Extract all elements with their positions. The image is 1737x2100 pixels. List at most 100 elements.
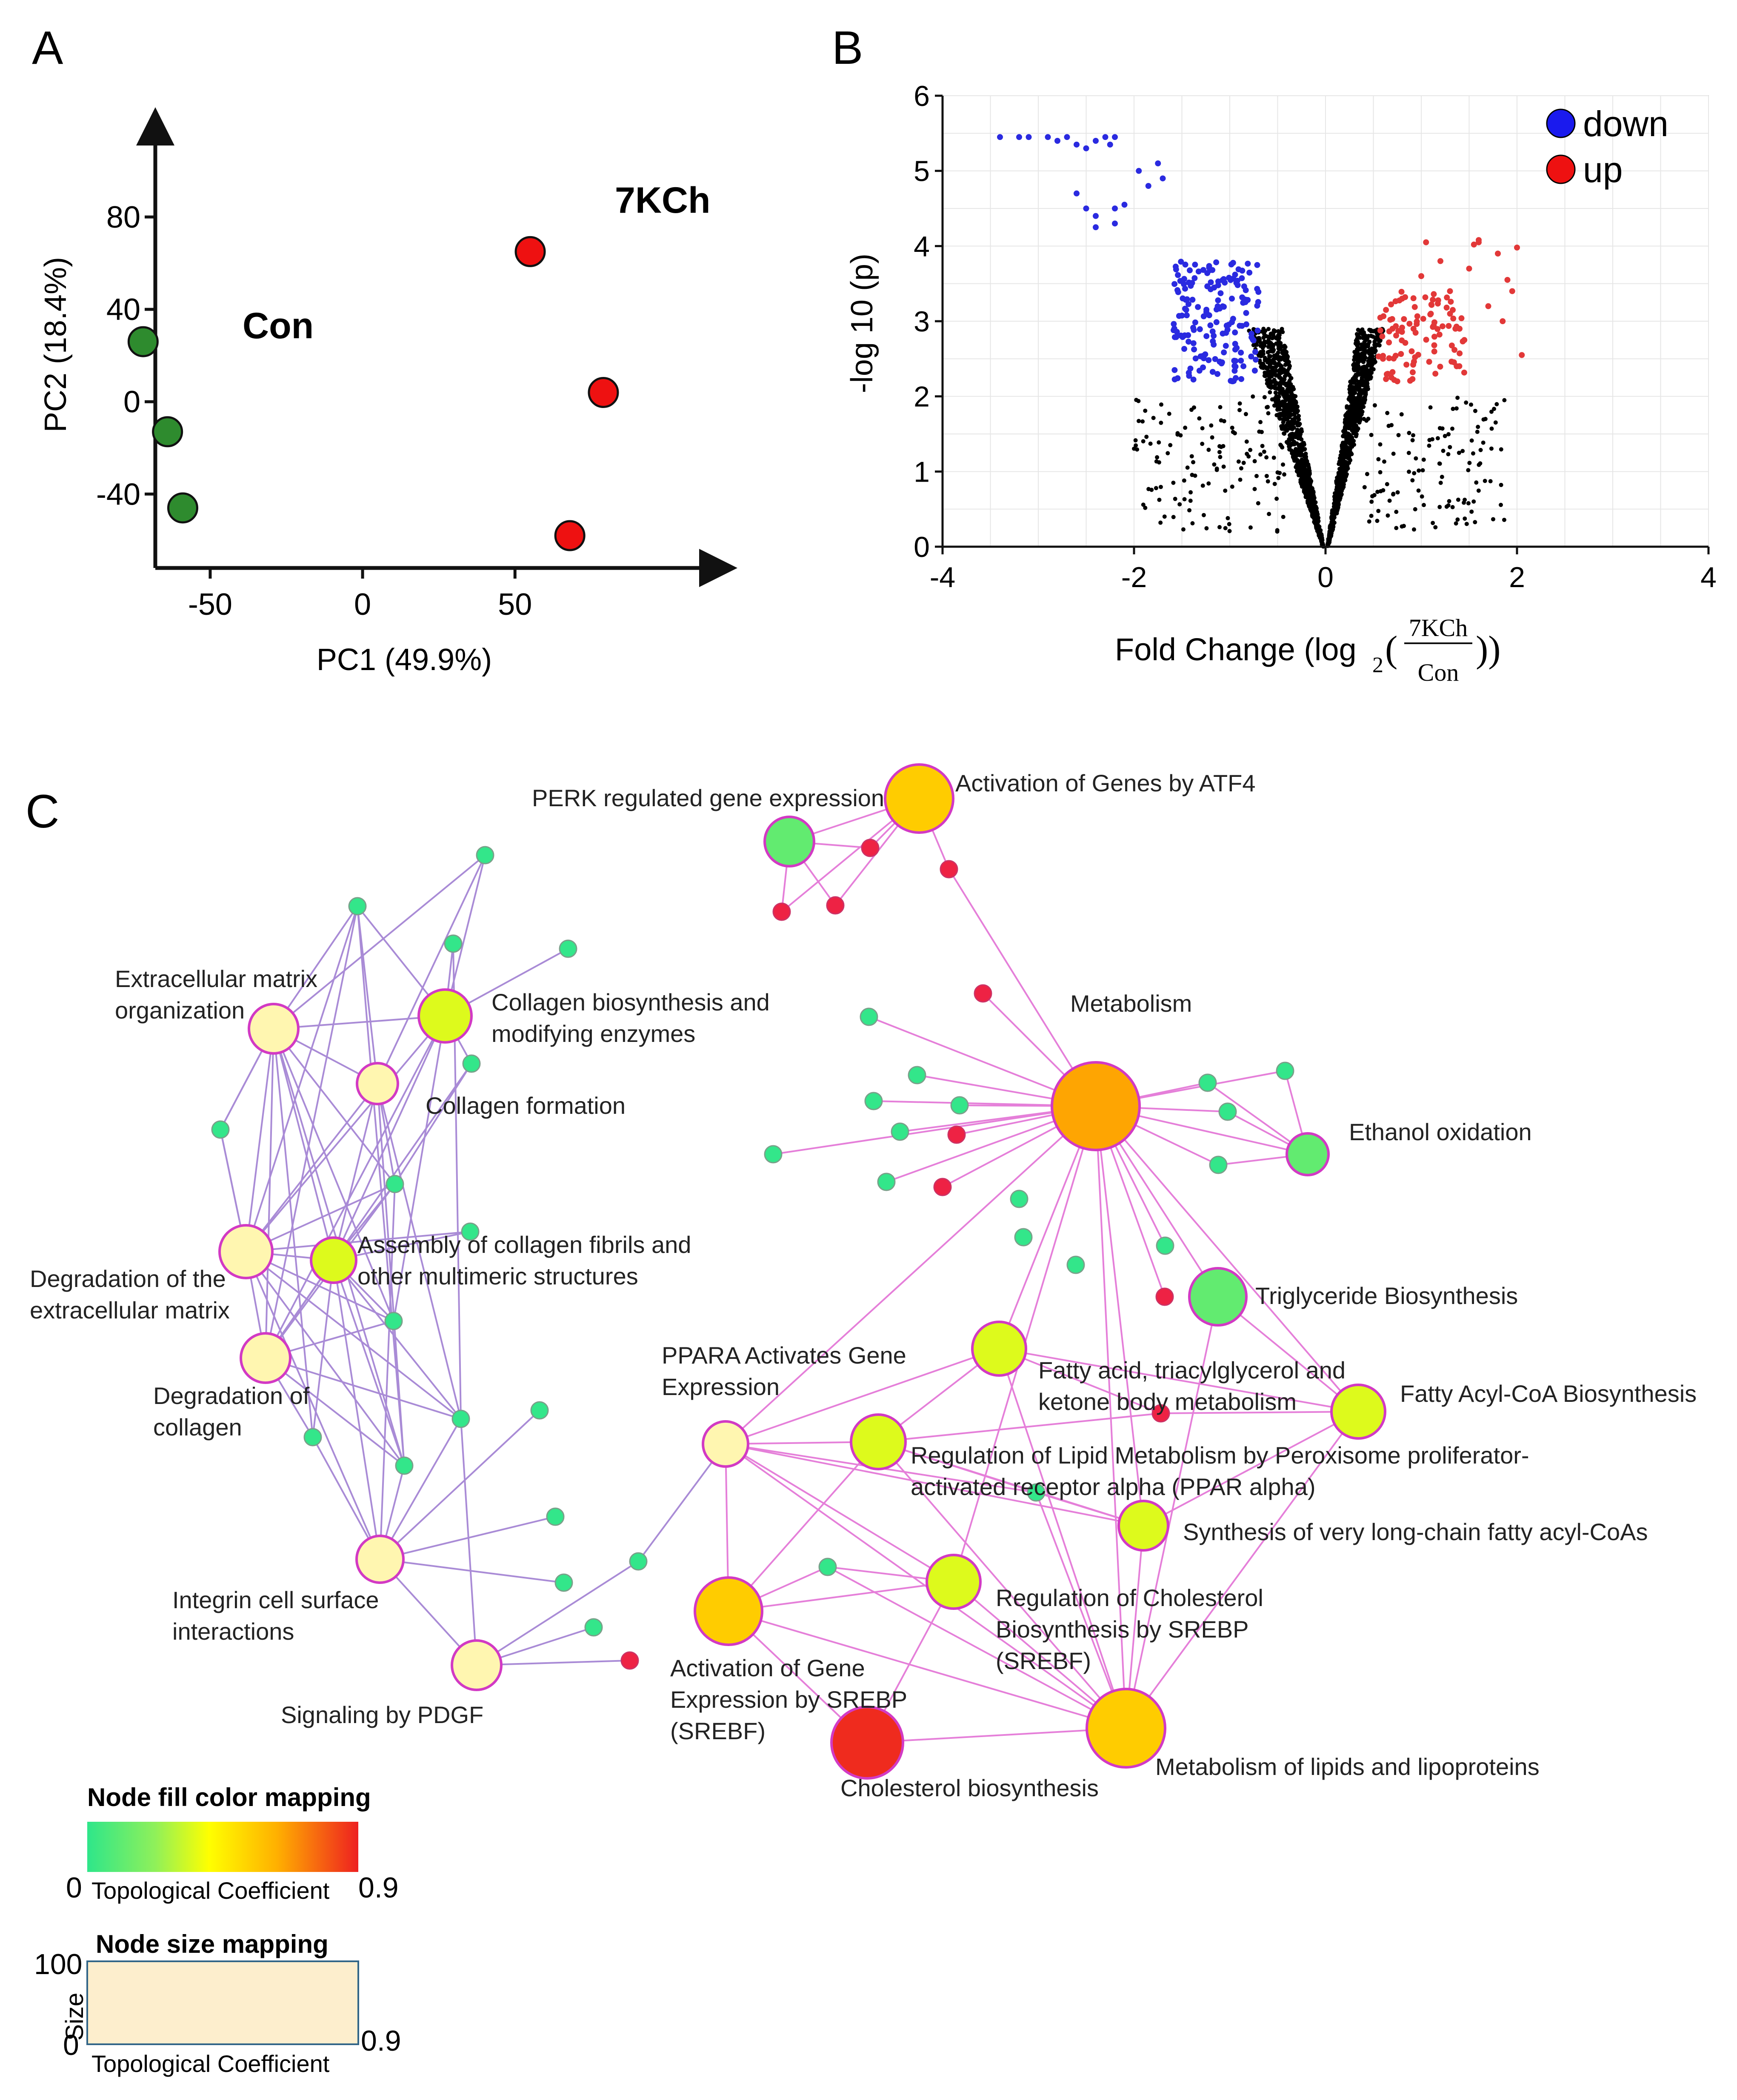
network-edge [998,1348,1127,1729]
volcano-point-ns [1343,448,1348,452]
volcano-point-ns [1277,471,1282,475]
volcano-point-ns [1276,476,1281,480]
network-node-metabolism [1051,1061,1141,1151]
volcano-point-up [1386,328,1392,334]
volcano-point-down [1016,134,1022,140]
volcano-point-ns [1293,435,1298,439]
volcano-point-ns [1350,389,1354,394]
network-edge [265,1357,461,1420]
volcano-point-ns [1372,340,1377,344]
network-edge [265,906,358,1358]
volcano-point-up [1380,353,1386,359]
volcano-point-down [1242,299,1248,305]
network-node-small-red [1151,1404,1170,1423]
network-node-coll-bio [417,988,473,1044]
label-met-lipids: Metabolism of lipids and lipoproteins [1155,1753,1540,1780]
volcano-y-tick-label: 4 [914,230,930,262]
volcano-point-ns [1273,390,1278,395]
volcano-point-up [1423,239,1429,245]
svg-text:(: ( [1385,629,1397,670]
volcano-y-tick-label: 0 [914,531,930,563]
volcano-point-up [1383,376,1389,382]
volcano-point-ns [1494,402,1499,407]
volcano-point-ns [1260,363,1265,368]
volcano-point-ns [1368,350,1373,355]
network-node-triglyceride [1188,1267,1248,1327]
fraction-numerator: 7KCh [1409,614,1468,642]
volcano-point-up [1420,316,1426,322]
volcano-point-ns [1241,460,1246,465]
volcano-point-ns [1391,492,1396,497]
network-node-act-srebp [694,1576,763,1646]
volcano-point-ns [1499,502,1503,507]
volcano-point-ns [1463,497,1467,502]
volcano-point-ns [1294,447,1298,451]
volcano-point-up [1410,295,1417,302]
volcano-point-ns [1355,411,1360,416]
volcano-point-ns [1134,443,1138,448]
pca-point-con [127,326,159,357]
volcano-point-ns [1299,452,1304,457]
volcano-point-up [1407,377,1413,384]
volcano-point-up [1428,301,1434,308]
volcano-point-up [1383,307,1389,313]
volcano-point-ns [1282,472,1286,477]
volcano-point-down [1196,368,1203,374]
volcano-point-down [1204,283,1211,290]
volcano-point-up [1377,327,1383,334]
network-edge [1095,1106,1127,1729]
volcano-point-ns [1343,420,1347,425]
volcano-point-ns [1410,478,1415,482]
volcano-point-ns [1167,411,1171,416]
network-node-small-green [546,1507,565,1526]
volcano-point-ns [1239,466,1243,471]
volcano-point-ns [1293,410,1298,415]
label-pdgf: Signaling by PDGF [281,1701,483,1728]
volcano-point-ns [1421,503,1426,508]
volcano-point-up [1388,301,1394,308]
volcano-point-ns [1183,425,1188,430]
volcano-point-ns [1411,433,1415,438]
volcano-point-ns [1300,446,1305,451]
volcano-point-up [1476,237,1482,243]
volcano-point-up [1461,369,1467,376]
volcano-point-ns [1295,461,1300,465]
volcano-point-ns [1313,520,1317,525]
volcano-point-ns [1281,354,1286,359]
volcano-point-up [1411,304,1418,310]
volcano-point-ns [1266,379,1271,383]
volcano-point-ns [1252,459,1257,464]
volcano-point-up [1443,305,1450,311]
label-synth-vlc: Synthesis of very long-chain fatty acyl-… [1183,1518,1648,1545]
volcano-point-ns [1469,402,1474,407]
volcano-point-up [1398,351,1404,357]
volcano-point-ns [1363,384,1368,389]
volcano-point-down [1145,183,1151,189]
network-node-small-green [1209,1156,1228,1174]
volcano-point-ns [1294,415,1298,420]
volcano-point-ns [1451,407,1455,411]
volcano-point-ns [1349,399,1354,404]
pca-series-label-con: Con [243,305,314,346]
volcano-point-ns [1457,451,1461,455]
volcano-point-ns [1385,482,1389,486]
network-edge [1035,1492,1127,1729]
network-node-small-green [1014,1228,1033,1247]
volcano-point-ns [1348,416,1353,421]
network-node-integrin [355,1535,405,1584]
volcano-point-ns [1301,466,1306,471]
volcano-point-ns [1282,343,1287,348]
volcano-point-ns [1284,423,1289,428]
volcano-point-down [1213,319,1220,325]
volcano-point-ns [1333,503,1337,508]
volcano-point-ns [1373,360,1377,364]
network-edge [377,855,486,1084]
volcano-point-ns [1446,432,1451,437]
volcano-point-ns [1502,398,1507,402]
volcano-point-ns [1446,503,1451,508]
volcano-point-down [1160,175,1166,182]
volcano-point-down [1174,375,1181,382]
volcano-point-ns [1353,341,1358,346]
volcano-point-ns [1352,413,1357,417]
pca-y-tick-label: 40 [106,293,140,327]
